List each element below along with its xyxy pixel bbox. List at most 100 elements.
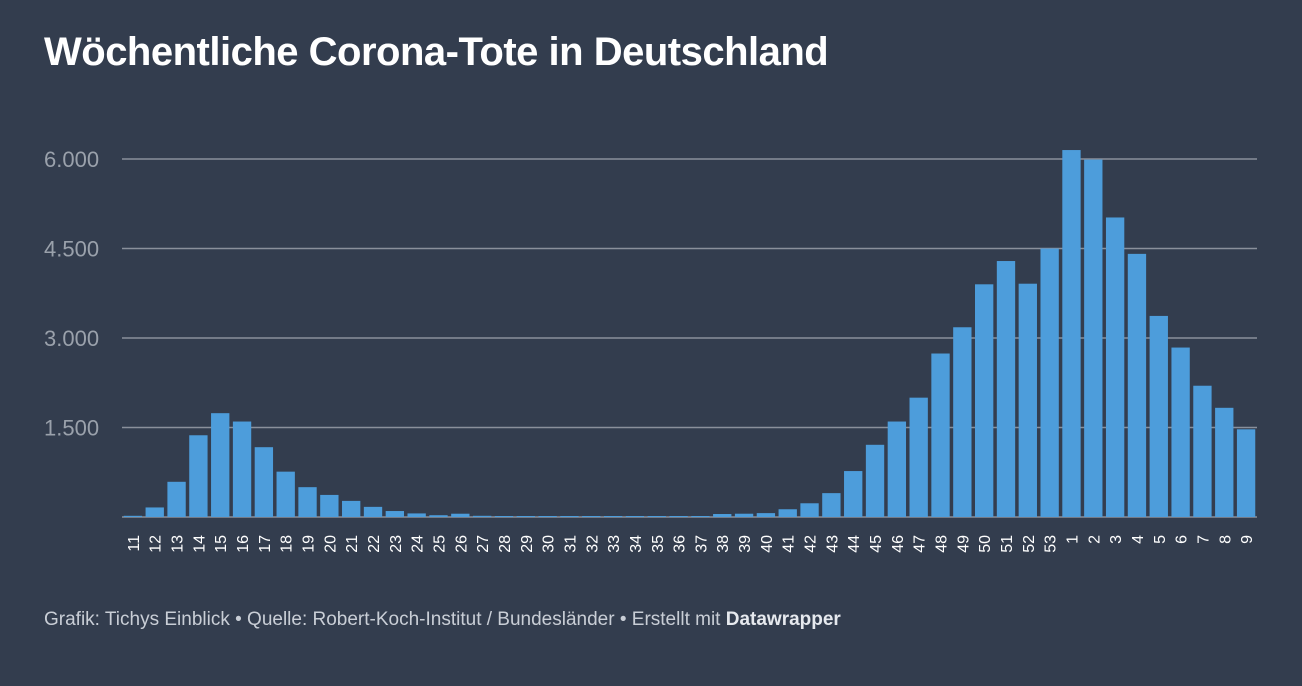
- x-tick-label: 51: [999, 535, 1016, 553]
- bar-week-12: [145, 507, 164, 517]
- bar-week-1: [1062, 150, 1081, 518]
- y-tick-label: 6.000: [44, 147, 99, 172]
- bar-week-38: [713, 514, 732, 517]
- x-tick-label: 18: [279, 535, 296, 553]
- x-tick-label: 28: [497, 535, 514, 553]
- y-tick-label: 4.500: [44, 237, 99, 262]
- bar-week-17: [254, 447, 274, 517]
- bar-week-30: [538, 516, 557, 517]
- x-tick-label: 29: [519, 535, 536, 553]
- x-tick-label: 21: [344, 535, 361, 553]
- bar-week-39: [734, 513, 754, 517]
- bar-week-29: [516, 516, 535, 517]
- x-tick-label: 1: [1064, 535, 1081, 544]
- bar-week-51: [996, 261, 1016, 517]
- x-tick-label: 19: [301, 535, 318, 553]
- y-tick-label: 1.500: [44, 416, 99, 441]
- x-tick-label: 48: [934, 535, 951, 553]
- source-footer: Grafik: Tichys Einblick • Quelle: Robert…: [44, 609, 841, 631]
- bar-week-43: [822, 493, 841, 517]
- bar-week-2: [1084, 159, 1103, 517]
- bar-week-49: [953, 327, 972, 517]
- bar-week-44: [844, 471, 863, 517]
- bar-week-6: [1171, 347, 1190, 517]
- x-tick-label: 52: [1021, 535, 1038, 553]
- x-tick-label: 42: [803, 535, 820, 553]
- x-tick-label: 38: [715, 535, 732, 553]
- bar-week-20: [320, 494, 339, 517]
- bar-week-42: [800, 503, 819, 517]
- x-tick-label: 3: [1108, 535, 1125, 544]
- source-text: Grafik: Tichys Einblick • Quelle: Robert…: [44, 609, 726, 630]
- x-tick-label: 36: [672, 535, 689, 553]
- x-tick-label: 43: [824, 535, 841, 553]
- x-tick-label: 41: [781, 535, 798, 553]
- x-tick-label: 45: [868, 535, 885, 553]
- x-tick-label: 37: [693, 535, 710, 553]
- bar-week-25: [429, 515, 448, 517]
- x-tick-label: 15: [213, 535, 230, 553]
- bar-week-22: [363, 506, 383, 517]
- bar-week-9: [1236, 429, 1256, 517]
- x-tick-label: 39: [737, 535, 754, 553]
- bar-week-36: [669, 516, 688, 517]
- x-tick-label: 44: [846, 535, 863, 553]
- bar-week-46: [887, 421, 907, 517]
- chart-title: Wöchentliche Corona-Tote in Deutschland: [44, 30, 829, 74]
- bar-week-19: [298, 487, 317, 517]
- bar-week-4: [1127, 253, 1147, 517]
- x-tick-label: 31: [562, 535, 579, 553]
- x-tick-label: 32: [584, 535, 601, 553]
- bar-week-15: [211, 413, 230, 517]
- x-tick-label: 14: [191, 535, 208, 553]
- bar-week-33: [603, 516, 623, 517]
- bar-week-41: [778, 509, 797, 517]
- y-tick-label: 3.000: [44, 326, 99, 351]
- bar-week-50: [974, 284, 994, 517]
- bar-week-7: [1193, 385, 1212, 517]
- bar-week-16: [232, 421, 252, 517]
- x-tick-label: 8: [1217, 535, 1234, 544]
- x-tick-label: 22: [366, 535, 383, 553]
- x-tick-label: 35: [650, 535, 667, 553]
- x-tick-label: 2: [1086, 535, 1103, 544]
- bar-week-48: [931, 353, 950, 517]
- x-tick-label: 49: [955, 535, 972, 553]
- datawrapper-link[interactable]: Datawrapper: [725, 609, 841, 630]
- x-axis-ticks: 11 12 13 14 15 16 17 18 19 20 21 22 23 24 25 26 27 28 29 30…: [126, 535, 1256, 553]
- x-tick-label: 4: [1130, 535, 1147, 544]
- bar-week-18: [276, 471, 295, 517]
- x-tick-label: 17: [257, 535, 274, 553]
- x-tick-label: 7: [1195, 535, 1212, 544]
- bar-week-47: [909, 397, 928, 517]
- x-tick-label: 47: [912, 535, 929, 553]
- bar-week-32: [582, 516, 601, 517]
- x-tick-label: 11: [126, 535, 143, 552]
- x-tick-label: 20: [322, 535, 339, 553]
- x-tick-label: 25: [431, 535, 448, 553]
- bar-week-26: [451, 513, 470, 517]
- x-tick-label: 40: [759, 535, 776, 553]
- x-tick-label: 26: [453, 535, 470, 553]
- bar-week-21: [342, 500, 361, 517]
- bar-week-23: [385, 511, 405, 517]
- bar-week-45: [865, 444, 885, 517]
- x-tick-label: 5: [1152, 535, 1169, 544]
- x-tick-label: 46: [890, 535, 907, 553]
- bar-week-31: [560, 516, 579, 517]
- bar-week-5: [1149, 315, 1168, 517]
- bar-week-34: [625, 516, 645, 517]
- bar-week-24: [407, 513, 426, 517]
- x-tick-label: 34: [628, 535, 645, 553]
- bar-week-52: [1018, 283, 1037, 517]
- x-tick-label: 50: [977, 535, 994, 553]
- x-tick-label: 9: [1239, 535, 1256, 544]
- x-tick-label: 24: [410, 535, 427, 553]
- bar-week-3: [1105, 217, 1125, 517]
- x-tick-label: 30: [541, 535, 558, 553]
- bar-week-14: [189, 435, 208, 517]
- x-tick-label: 27: [475, 535, 492, 553]
- bars: [123, 150, 1256, 518]
- bar-week-40: [756, 513, 776, 517]
- bar-week-8: [1215, 407, 1234, 517]
